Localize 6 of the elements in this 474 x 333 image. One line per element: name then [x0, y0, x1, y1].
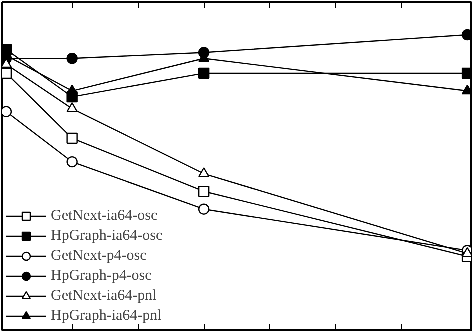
legend-label: HpGraph-ia64-pnl	[51, 308, 162, 324]
legend-label: HpGraph-ia64-osc	[51, 228, 163, 244]
legend-label: GetNext-ia64-pnl	[51, 288, 157, 304]
legend-label: GetNext-ia64-osc	[51, 208, 158, 224]
legend-label: HpGraph-p4-osc	[51, 268, 152, 284]
legend-label: GetNext-p4-osc	[51, 248, 147, 264]
